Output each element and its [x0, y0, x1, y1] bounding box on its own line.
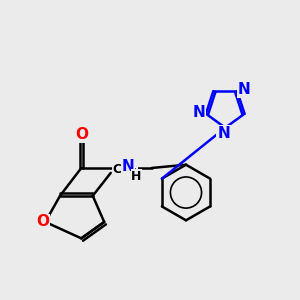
Text: N: N	[238, 82, 251, 97]
Text: H: H	[131, 170, 142, 183]
Text: O: O	[75, 127, 88, 142]
Text: CH₃: CH₃	[112, 163, 137, 176]
Text: N: N	[192, 105, 205, 120]
Text: O: O	[36, 214, 49, 230]
Text: N: N	[217, 126, 230, 141]
Text: N: N	[122, 159, 134, 174]
